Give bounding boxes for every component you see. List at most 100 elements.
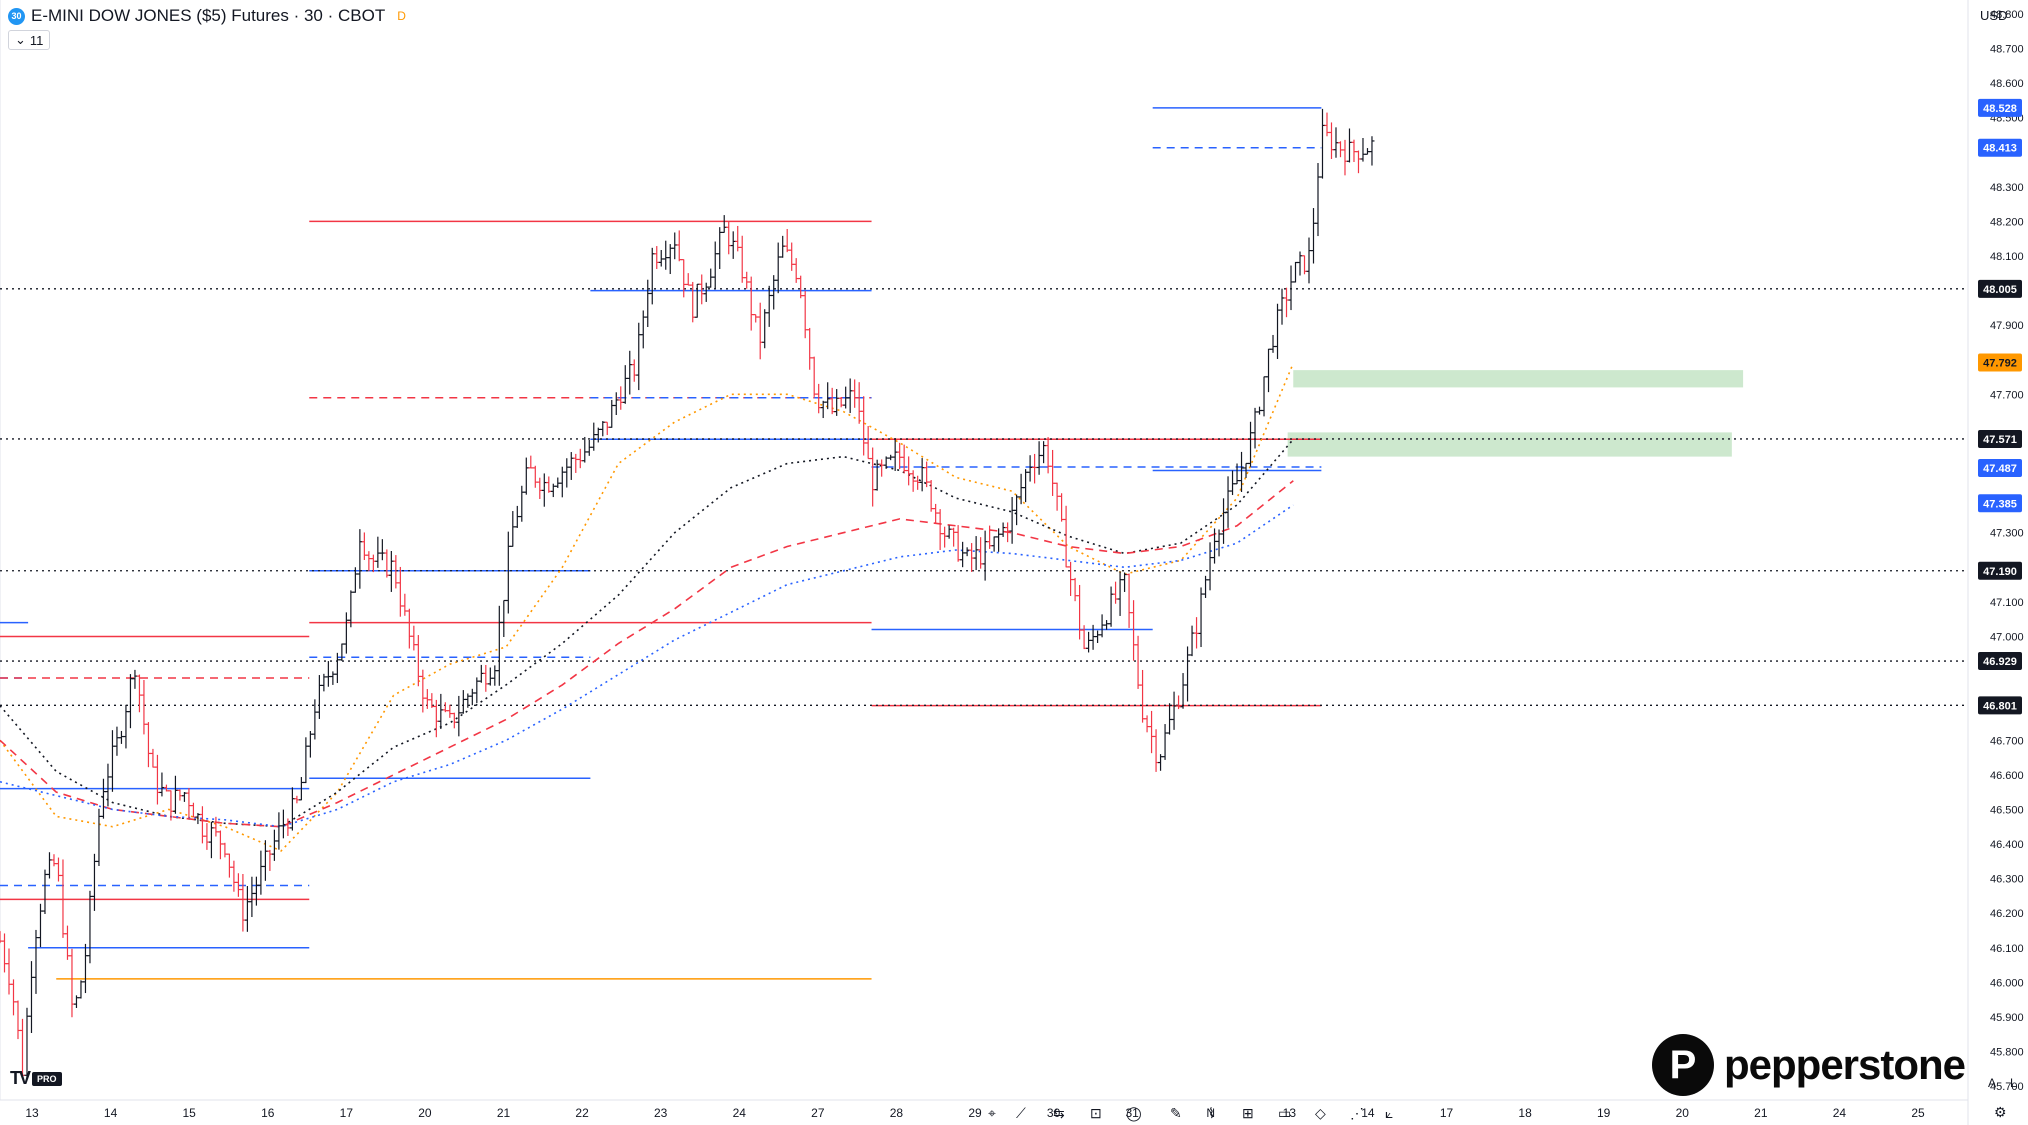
tool-icon[interactable]: ✎ [1170, 1105, 1182, 1121]
symbol-header: 30 E-MINI DOW JONES ($5) Futures · 30 · … [8, 6, 406, 26]
x-tick-label: 17 [1440, 1106, 1454, 1120]
x-tick-label: 13 [1283, 1106, 1297, 1120]
price-tag-label: 47.190 [1983, 566, 2017, 578]
x-tick-label: 30 [1047, 1106, 1061, 1120]
y-tick-label: 45.700 [1990, 1081, 2024, 1093]
y-tick-label: 46.700 [1990, 735, 2024, 747]
green-zones [1287, 370, 1744, 457]
tool-icon[interactable]: ⟀ [1385, 1105, 1393, 1121]
tradingview-logo: TV PRO [10, 1068, 62, 1089]
auto-scale-button[interactable]: A [1988, 1076, 1997, 1090]
x-tick-label: 22 [575, 1106, 589, 1120]
y-tick-label: 46.600 [1990, 770, 2024, 782]
candles [0, 108, 1375, 1079]
y-tick-label: 46.200 [1990, 908, 2024, 920]
tool-icon[interactable]: ⊡ [1090, 1105, 1102, 1121]
data-delay-badge: D [397, 9, 406, 23]
y-tick-label: 45.900 [1990, 1012, 2024, 1024]
dotted-levels [0, 288, 1968, 706]
x-tick-label: 27 [811, 1106, 825, 1120]
brand-name: pepperstone [1724, 1041, 1966, 1088]
y-tick-label: 46.400 [1990, 839, 2024, 851]
x-tick-label: 28 [890, 1106, 904, 1120]
log-scale-button[interactable]: L [2010, 1076, 2017, 1090]
x-tick-label: 23 [654, 1106, 668, 1120]
price-tag [1978, 494, 2022, 513]
symbol-badge-icon: 30 [8, 7, 25, 25]
x-tick-label: 21 [1754, 1106, 1768, 1120]
price-tag-label: 47.487 [1983, 463, 2017, 475]
y-tick-label: 46.100 [1990, 943, 2024, 955]
x-tick-label: 19 [1597, 1106, 1611, 1120]
chevron-down-icon: ⌄ [15, 32, 26, 47]
price-tag-label: 47.571 [1983, 434, 2017, 446]
y-tick-label: 48.300 [1990, 182, 2024, 194]
price-tag [1978, 652, 2022, 671]
plan-badge: PRO [32, 1071, 62, 1086]
y-tick-label: 47.100 [1990, 597, 2024, 609]
demand-zone [1293, 370, 1744, 388]
tool-icon[interactable]: ▭ [1278, 1105, 1291, 1121]
x-tick-label: 14 [104, 1106, 118, 1120]
demand-zone [1287, 432, 1732, 457]
price-tag [1978, 429, 2022, 448]
y-tick-label: 48.600 [1990, 78, 2024, 90]
y-tick-label: 48.800 [1990, 9, 2024, 21]
y-tick-label: 46.000 [1990, 977, 2024, 989]
tool-icon[interactable]: ⇆ [1053, 1105, 1065, 1121]
tool-icon[interactable]: ⟋ [1016, 1105, 1026, 1121]
price-tag-label: 48.005 [1983, 284, 2017, 296]
x-tick-label: 20 [1676, 1106, 1690, 1120]
currency-label[interactable]: USD [1980, 8, 2008, 23]
brand-logo-icon: P [1652, 1034, 1714, 1096]
tool-icon[interactable]: ⌖ [988, 1105, 996, 1121]
y-tick-label: 47.000 [1990, 631, 2024, 643]
drawing-tools-toolbar: ⌖ ⟋ ⇆ ⊡ ◯ ✎ ⌇ ⊞ ▭ ◇ ⋰ ⟀ [988, 1105, 1393, 1122]
price-tag-label: 47.792 [1983, 358, 2017, 370]
indicator-count: 11 [29, 32, 44, 48]
y-tick-label: 46.500 [1990, 804, 2024, 816]
x-tick-label: 24 [733, 1106, 747, 1120]
tool-icon[interactable]: ⋰ [1350, 1105, 1364, 1121]
price-tag-label: 47.385 [1983, 498, 2017, 510]
price-tag [1978, 459, 2022, 478]
price-tag [1978, 138, 2022, 157]
x-tick-label: 13 [25, 1106, 39, 1120]
x-tick-label: 16 [261, 1106, 275, 1120]
y-tick-label: 46.300 [1990, 874, 2024, 886]
x-tick-label: 29 [968, 1106, 982, 1120]
settings-gear-icon[interactable]: ⚙ [1994, 1104, 2007, 1120]
tool-icon[interactable]: ⊞ [1242, 1105, 1254, 1121]
tool-icon[interactable]: ◯ [1126, 1105, 1142, 1122]
x-tick-label: N [1206, 1106, 1215, 1120]
y-tick-label: 48.100 [1990, 251, 2024, 263]
x-tick-label: 31 [1125, 1106, 1139, 1120]
x-tick-label: 14 [1361, 1106, 1375, 1120]
x-tick-label: 24 [1833, 1106, 1847, 1120]
moving-average-line [0, 504, 1294, 828]
price-axis: 48.90048.80048.70048.60048.50048.30048.2… [1990, 9, 2024, 1093]
price-tag [1978, 561, 2022, 580]
y-tick-label: 47.300 [1990, 528, 2024, 540]
tv-logo-icon: TV [10, 1068, 31, 1088]
indicators-toggle[interactable]: ⌄ 11 [8, 30, 51, 50]
tool-icon[interactable]: ⌇ [1208, 1105, 1215, 1121]
price-tag-label: 46.929 [1983, 656, 2017, 668]
tool-icon[interactable]: ◇ [1315, 1105, 1326, 1121]
y-tick-label: 45.800 [1990, 1047, 2024, 1059]
price-tag [1978, 353, 2022, 372]
price-tag [1978, 98, 2022, 117]
time-axis: 13 14 15 16 17 20 21 22 23 24 27 28 29 30 31 N 13 14 17 18 1… [25, 1106, 1925, 1120]
y-tick-label: 47.700 [1990, 389, 2024, 401]
symbol-title[interactable]: E-MINI DOW JONES ($5) Futures · 30 · CBO… [31, 6, 386, 25]
moving-average-line [0, 438, 1294, 828]
brand-watermark: P pepperstone [1652, 1034, 1966, 1096]
y-tick-label: 48.700 [1990, 43, 2024, 55]
x-tick-label: 17 [340, 1106, 354, 1120]
price-tag-label: 48.528 [1983, 103, 2017, 115]
price-tags: 48.528 48.413 48.005 47.792 47.571 47.487 47.3… [1978, 98, 2022, 715]
price-tag-label: 46.801 [1983, 700, 2017, 712]
x-tick-label: 18 [1518, 1106, 1532, 1120]
x-tick-label: 21 [497, 1106, 511, 1120]
